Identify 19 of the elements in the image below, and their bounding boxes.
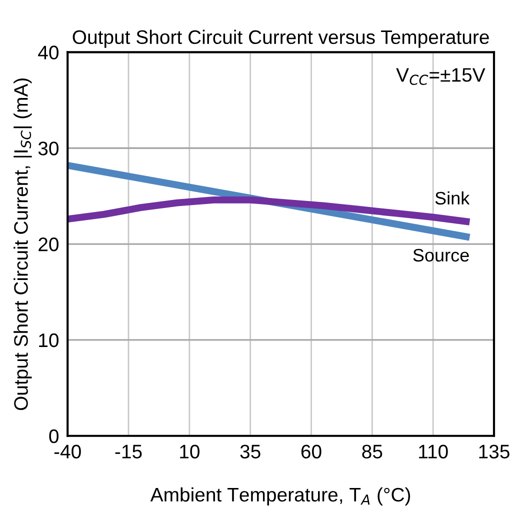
x-tick-label: 110 bbox=[419, 444, 448, 458]
chart-title: Output Short Circuit Current versus Temperature bbox=[72, 30, 489, 48]
x-tick-label: 35 bbox=[240, 444, 260, 458]
x-tick-label: -40 bbox=[54, 444, 81, 458]
x-tick-label: 85 bbox=[362, 444, 382, 458]
x-tick-label: 10 bbox=[180, 444, 200, 458]
y-axis-title: Output Short Circuit Current, |I$_{SC}$| (mA) bbox=[14, 78, 32, 410]
y-tick-label: 30 bbox=[38, 142, 59, 156]
x-axis-title: Ambient Temperature, T$_{A}$ (°C) bbox=[150, 487, 410, 506]
series-label: Sink bbox=[435, 191, 470, 205]
annotation: V$_{CC}$=±15V bbox=[396, 68, 486, 85]
x-tick-label: 60 bbox=[301, 444, 322, 458]
x-tick-label: 135 bbox=[479, 444, 510, 458]
y-tick-label: 20 bbox=[38, 238, 59, 252]
series-label: Source bbox=[413, 248, 469, 262]
y-tick-label: 0 bbox=[49, 429, 59, 444]
y-tick-label: 10 bbox=[39, 333, 59, 348]
x-tick-label: -15 bbox=[115, 444, 142, 458]
y-tick-label: 40 bbox=[38, 46, 59, 60]
